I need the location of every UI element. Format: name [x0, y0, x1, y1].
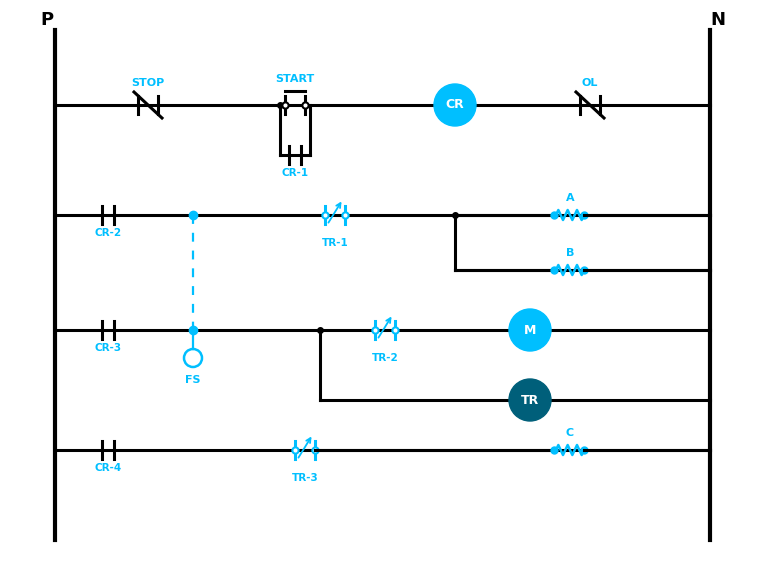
Text: TR: TR	[521, 393, 539, 407]
Text: A: A	[566, 193, 574, 203]
Circle shape	[434, 84, 476, 126]
Text: P: P	[41, 11, 54, 29]
Text: CR-1: CR-1	[281, 168, 309, 178]
Text: CR-4: CR-4	[94, 463, 121, 473]
Text: C: C	[566, 428, 574, 438]
Text: FS: FS	[185, 375, 200, 385]
Text: TR-1: TR-1	[322, 238, 349, 248]
Text: CR: CR	[445, 99, 465, 112]
Text: CR-3: CR-3	[94, 343, 121, 353]
Text: N: N	[710, 11, 726, 29]
Text: OL: OL	[582, 78, 598, 88]
Text: B: B	[566, 248, 574, 258]
Text: STOP: STOP	[131, 78, 164, 88]
Circle shape	[509, 309, 551, 351]
Text: START: START	[276, 74, 315, 84]
Circle shape	[509, 379, 551, 421]
Text: TR-2: TR-2	[372, 353, 399, 363]
Text: TR-3: TR-3	[292, 473, 319, 483]
Text: CR-2: CR-2	[94, 228, 121, 238]
Text: M: M	[524, 324, 536, 336]
